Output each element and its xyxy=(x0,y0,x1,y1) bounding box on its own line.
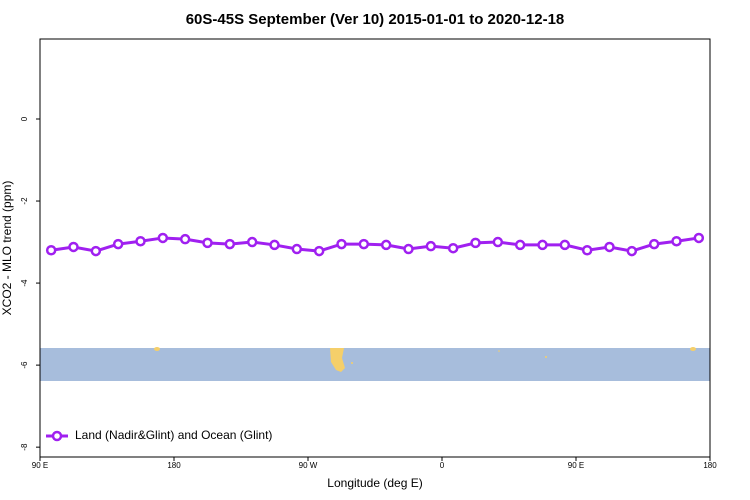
x-tick-label: 180 xyxy=(703,461,717,470)
point xyxy=(514,239,526,251)
plot-frame xyxy=(39,38,711,458)
point xyxy=(68,241,79,253)
y-tick-label: -6 xyxy=(20,361,29,369)
point xyxy=(403,243,414,255)
series-line xyxy=(50,236,700,253)
point xyxy=(224,238,236,250)
y-tick-label: -2 xyxy=(20,197,29,205)
x-axis-label: Longitude (deg E) xyxy=(327,476,422,490)
y-tick-label: -4 xyxy=(20,279,29,287)
point xyxy=(90,245,102,257)
legend-label: Land (Nadir&Glint) and Ocean (Glint) xyxy=(75,428,272,442)
point xyxy=(626,245,638,257)
point xyxy=(693,232,705,244)
point xyxy=(112,238,124,250)
map-strip xyxy=(40,348,710,381)
x-tick-label: 0 xyxy=(440,461,445,470)
y-tick-label: -8 xyxy=(20,443,29,451)
point xyxy=(246,236,258,248)
chart-title: 60S-45S September (Ver 10) 2015-01-01 to… xyxy=(186,11,565,28)
point xyxy=(581,245,593,256)
point xyxy=(269,239,280,251)
point xyxy=(425,240,437,252)
point xyxy=(604,241,615,253)
point xyxy=(559,239,571,251)
land xyxy=(154,347,696,372)
x-tick-label: 90 E xyxy=(568,461,584,470)
point xyxy=(358,238,370,250)
point xyxy=(537,239,548,251)
point xyxy=(470,237,481,249)
y-axis-label: XCO2 - MLO trend (ppm) xyxy=(0,181,14,316)
point xyxy=(179,233,191,245)
y-tick-label: 0 xyxy=(20,116,29,121)
point xyxy=(671,235,682,247)
point xyxy=(336,238,347,250)
x-tick-label: 90 E xyxy=(32,461,48,470)
x-tick-label: 180 xyxy=(167,461,181,470)
legend-marker xyxy=(51,430,63,442)
point xyxy=(45,245,57,256)
point xyxy=(380,239,392,251)
point xyxy=(313,245,325,257)
point xyxy=(157,232,169,244)
point xyxy=(135,235,146,247)
point xyxy=(648,238,660,250)
x-tick-label: 90 W xyxy=(299,461,318,470)
point xyxy=(202,237,213,249)
point xyxy=(492,236,504,248)
point xyxy=(447,242,459,254)
point xyxy=(291,243,303,255)
